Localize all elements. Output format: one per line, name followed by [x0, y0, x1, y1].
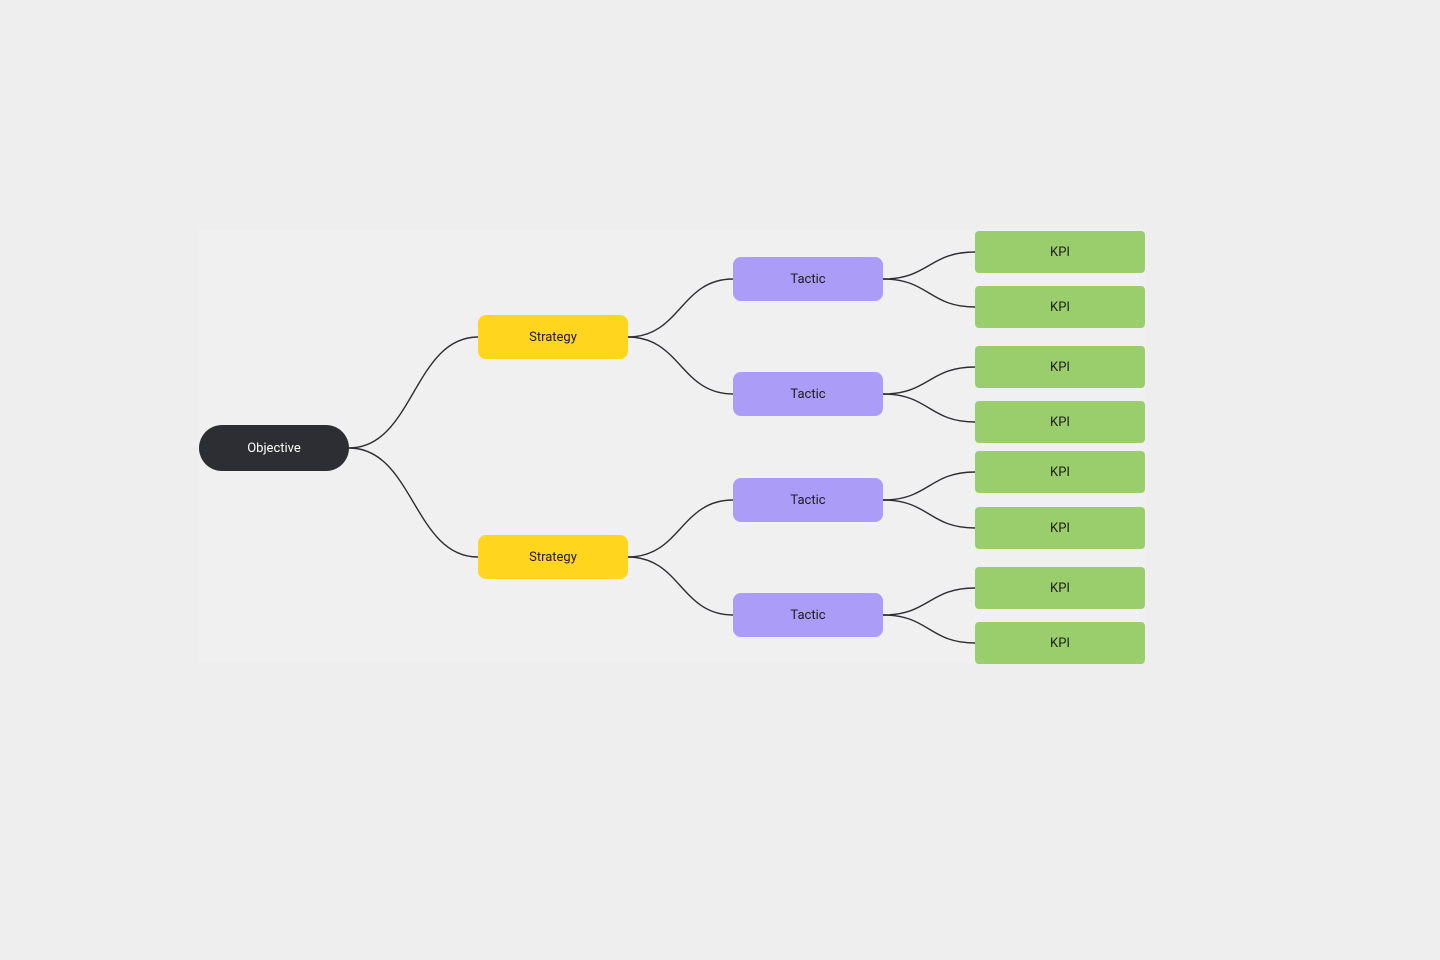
node-label: KPI: [1050, 360, 1070, 375]
tactic-node[interactable]: Tactic: [733, 593, 883, 637]
node-label: Objective: [247, 441, 301, 456]
strategy-node[interactable]: Strategy: [478, 315, 628, 359]
node-label: Tactic: [790, 608, 825, 623]
node-label: Strategy: [529, 330, 577, 345]
tactic-node[interactable]: Tactic: [733, 372, 883, 416]
diagram-canvas: Objective Strategy Strategy Tactic Tactic Tac…: [0, 0, 1440, 960]
node-label: KPI: [1050, 245, 1070, 260]
tactic-node[interactable]: Tactic: [733, 478, 883, 522]
node-label: Tactic: [790, 272, 825, 287]
node-label: Tactic: [790, 493, 825, 508]
strategy-node[interactable]: Strategy: [478, 535, 628, 579]
node-label: Strategy: [529, 550, 577, 565]
kpi-node[interactable]: KPI: [975, 286, 1145, 328]
node-label: KPI: [1050, 465, 1070, 480]
tactic-node[interactable]: Tactic: [733, 257, 883, 301]
node-label: Tactic: [790, 387, 825, 402]
kpi-node[interactable]: KPI: [975, 567, 1145, 609]
kpi-node[interactable]: KPI: [975, 622, 1145, 664]
kpi-node[interactable]: KPI: [975, 346, 1145, 388]
objective-node[interactable]: Objective: [199, 425, 349, 471]
node-label: KPI: [1050, 521, 1070, 536]
node-label: KPI: [1050, 415, 1070, 430]
kpi-node[interactable]: KPI: [975, 231, 1145, 273]
kpi-node[interactable]: KPI: [975, 451, 1145, 493]
kpi-node[interactable]: KPI: [975, 507, 1145, 549]
node-label: KPI: [1050, 300, 1070, 315]
node-label: KPI: [1050, 581, 1070, 596]
kpi-node[interactable]: KPI: [975, 401, 1145, 443]
node-label: KPI: [1050, 636, 1070, 651]
